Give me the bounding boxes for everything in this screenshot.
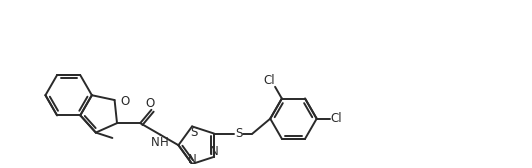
Text: Cl: Cl (330, 112, 342, 125)
Text: Cl: Cl (263, 74, 275, 87)
Text: O: O (120, 95, 130, 108)
Text: O: O (146, 97, 155, 111)
Text: S: S (235, 127, 243, 140)
Text: N: N (210, 145, 219, 158)
Text: S: S (190, 126, 198, 139)
Text: N: N (151, 136, 160, 149)
Text: N: N (188, 153, 196, 166)
Text: H: H (160, 136, 169, 149)
